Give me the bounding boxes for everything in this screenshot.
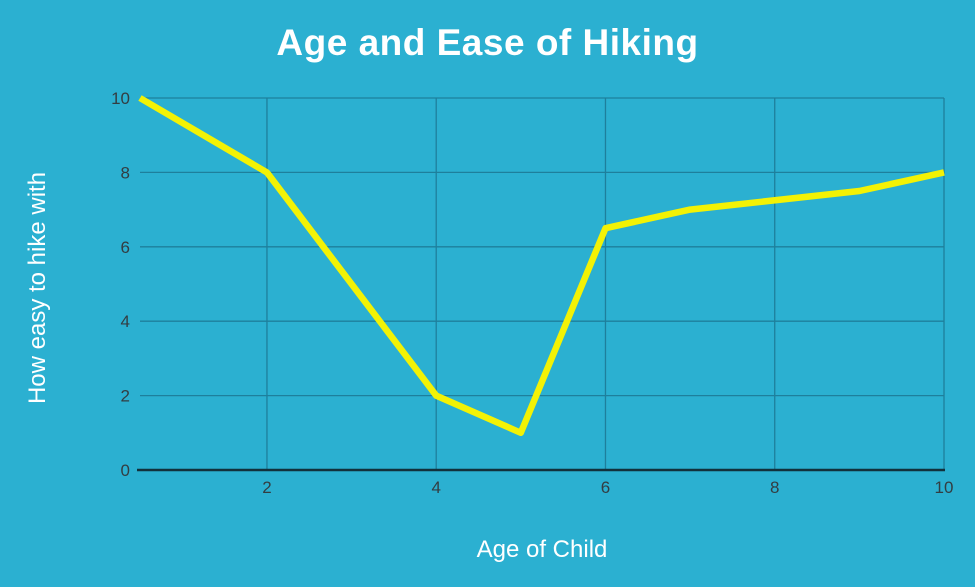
series-line xyxy=(138,95,945,437)
x-tick-label: 10 xyxy=(935,478,954,497)
x-axis-title: Age of Child xyxy=(476,536,608,563)
x-tick-label: 4 xyxy=(431,478,440,497)
x-tick-label: 2 xyxy=(262,478,271,497)
chart-title: Age and Ease of Hiking xyxy=(276,22,699,63)
y-tick-label: 4 xyxy=(121,312,130,331)
x-tick-label: 6 xyxy=(601,478,610,497)
y-tick-label: 6 xyxy=(121,238,130,257)
y-tick-label: 0 xyxy=(121,461,130,480)
x-tick-label: 8 xyxy=(770,478,779,497)
y-tick-label: 2 xyxy=(121,387,130,406)
y-tick-label: 10 xyxy=(111,89,130,108)
y-tick-label: 8 xyxy=(121,163,130,182)
